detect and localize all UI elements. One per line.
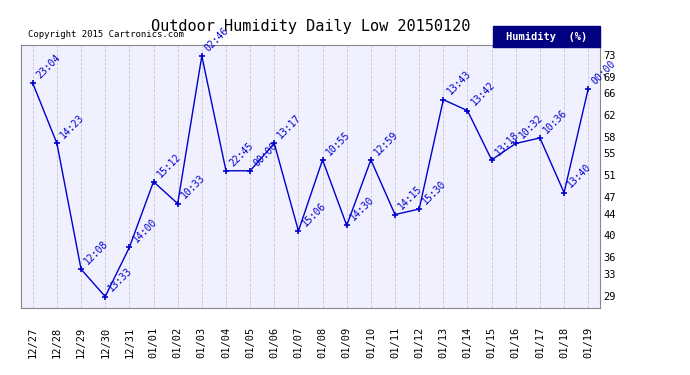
Text: 15:06: 15:06	[300, 200, 328, 228]
Text: Copyright 2015 Cartronics.com: Copyright 2015 Cartronics.com	[28, 30, 184, 39]
Text: 44: 44	[604, 210, 616, 219]
Text: 01/19: 01/19	[583, 326, 593, 357]
Text: 01/09: 01/09	[342, 326, 352, 357]
Text: 01/12: 01/12	[414, 326, 424, 357]
Text: 01/06: 01/06	[269, 326, 279, 357]
Text: 10:55: 10:55	[324, 129, 352, 157]
Text: 14:30: 14:30	[348, 195, 376, 223]
Text: 66: 66	[604, 89, 616, 99]
Text: 36: 36	[604, 253, 616, 263]
Text: 13:40: 13:40	[566, 162, 593, 190]
Text: 29: 29	[604, 292, 616, 302]
Text: 12/27: 12/27	[28, 326, 38, 357]
Text: 58: 58	[604, 133, 616, 143]
Text: 12/28: 12/28	[52, 326, 62, 357]
Text: 33: 33	[604, 270, 616, 280]
Text: 14:15: 14:15	[397, 184, 424, 212]
Text: 01/14: 01/14	[462, 326, 473, 357]
Text: 12/29: 12/29	[76, 326, 86, 357]
Text: 15:30: 15:30	[421, 178, 448, 206]
Text: 01/10: 01/10	[366, 326, 376, 357]
Text: 01/08: 01/08	[317, 326, 328, 357]
Text: 47: 47	[604, 193, 616, 203]
Text: 12:08: 12:08	[83, 238, 110, 267]
Text: 01/04: 01/04	[221, 326, 231, 357]
Text: 15:12: 15:12	[155, 151, 183, 179]
Text: 13:42: 13:42	[469, 80, 497, 108]
Text: 40: 40	[604, 231, 616, 242]
Text: 12/30: 12/30	[100, 326, 110, 357]
Text: 73: 73	[604, 51, 616, 61]
Text: 02:46: 02:46	[204, 26, 231, 53]
Text: 10:36: 10:36	[542, 107, 569, 135]
Text: 62: 62	[604, 111, 616, 121]
Text: 13:18: 13:18	[493, 129, 521, 157]
Text: Outdoor Humidity Daily Low 20150120: Outdoor Humidity Daily Low 20150120	[151, 19, 470, 34]
Text: 01/01: 01/01	[148, 326, 159, 357]
Text: 51: 51	[604, 171, 616, 181]
Text: 14:00: 14:00	[131, 217, 159, 244]
Text: 55: 55	[604, 149, 616, 159]
Text: 01/17: 01/17	[535, 326, 545, 357]
Text: 12/31: 12/31	[124, 326, 135, 357]
Text: Humidity  (%): Humidity (%)	[506, 32, 587, 42]
Text: 22:45: 22:45	[228, 140, 255, 168]
Text: 01/05: 01/05	[245, 326, 255, 357]
Text: 13:33: 13:33	[107, 266, 135, 294]
Text: 69: 69	[604, 73, 616, 83]
Text: 01/11: 01/11	[390, 326, 400, 357]
Text: 01/03: 01/03	[197, 326, 207, 357]
Text: 10:33: 10:33	[179, 173, 207, 201]
Text: 01/16: 01/16	[511, 326, 521, 357]
Text: 13:17: 13:17	[276, 113, 304, 141]
Text: 13:43: 13:43	[445, 69, 473, 97]
Text: 01/02: 01/02	[172, 326, 183, 357]
Text: 10:32: 10:32	[518, 113, 545, 141]
Text: 00:00: 00:00	[590, 58, 618, 86]
Text: 14:23: 14:23	[59, 113, 86, 141]
Text: 12:59: 12:59	[373, 129, 400, 157]
Text: 23:04: 23:04	[34, 53, 62, 81]
Text: 01/13: 01/13	[438, 326, 449, 357]
Text: 01/18: 01/18	[559, 326, 569, 357]
Text: 00:00: 00:00	[252, 140, 279, 168]
Text: 01/15: 01/15	[486, 326, 497, 357]
Text: 01/07: 01/07	[293, 326, 304, 357]
